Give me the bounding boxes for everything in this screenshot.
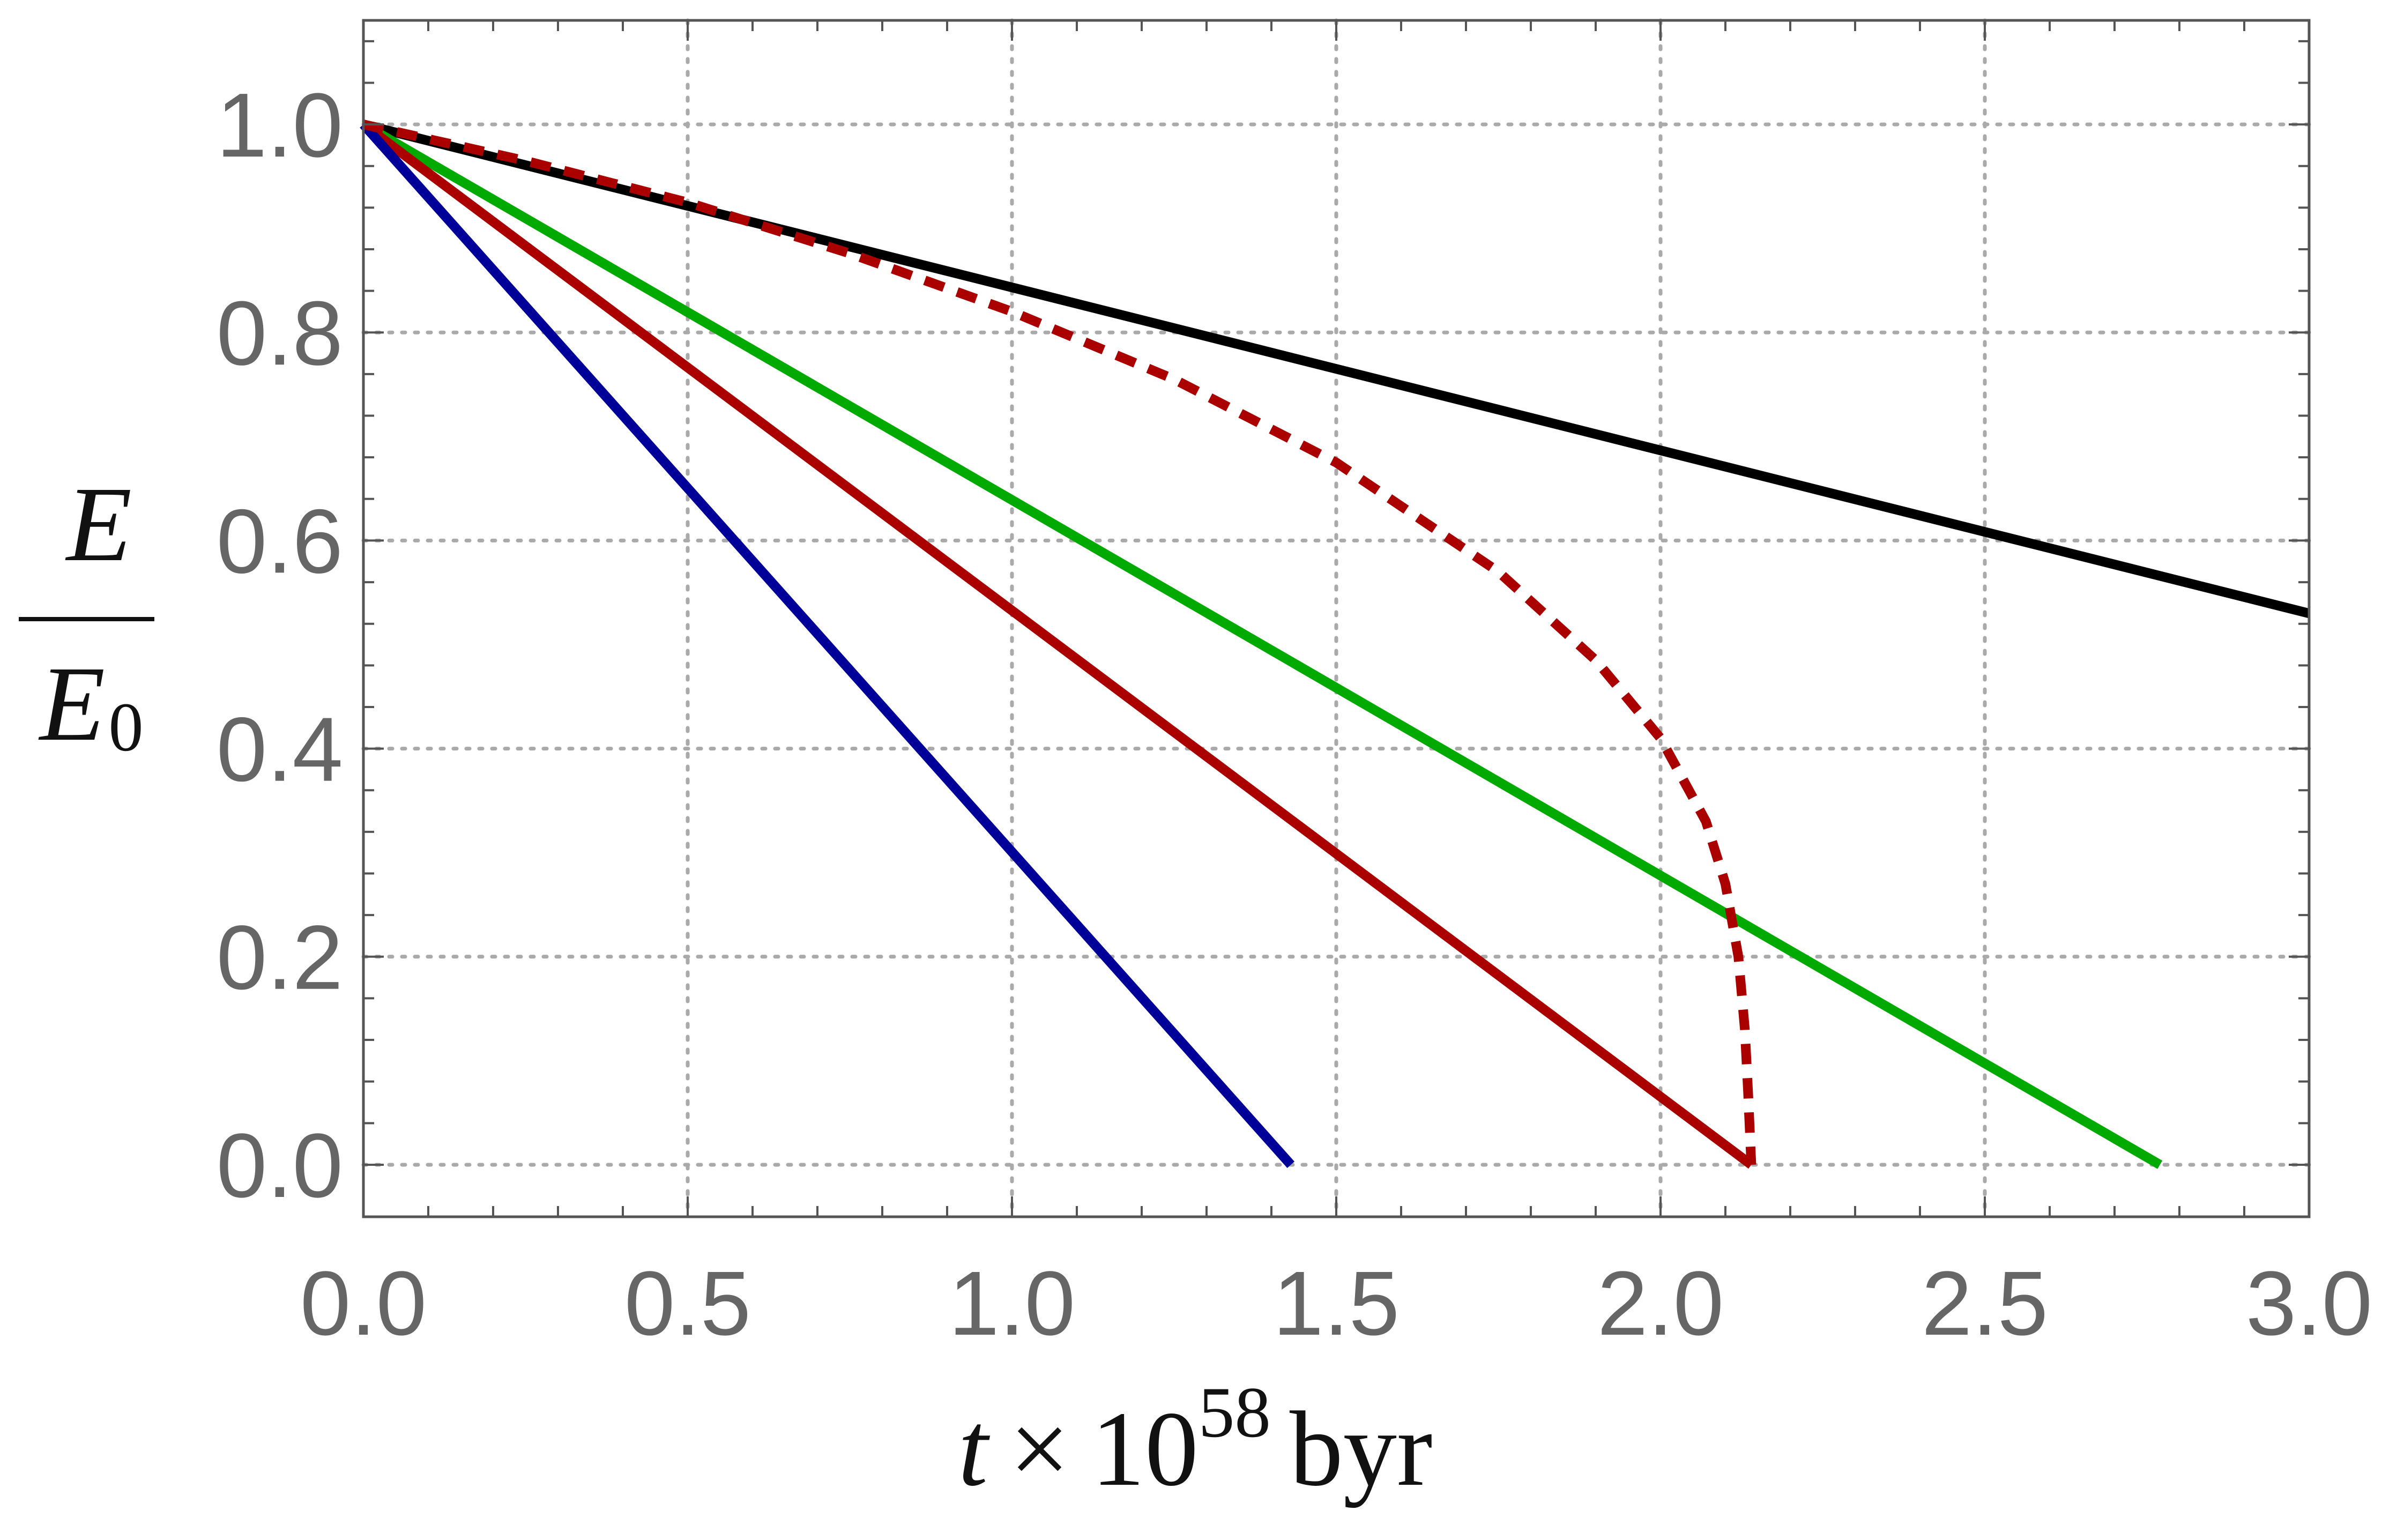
x-tick-label: 2.0 <box>1597 1253 1724 1355</box>
y-axis-label: E E 0 <box>19 465 154 766</box>
grid-layer <box>361 18 2311 1219</box>
series-line <box>360 121 1295 1168</box>
y-tick-label: 0.0 <box>217 1115 343 1217</box>
y-axis-label-numerator: E <box>65 465 132 584</box>
series-layer <box>360 120 2311 1169</box>
y-axis-label-denominator-subscript: 0 <box>109 689 144 766</box>
y-tick-label: 0.2 <box>217 907 343 1009</box>
x-tick-label: 2.5 <box>1922 1253 2048 1355</box>
y-axis-label-denominator: E <box>38 645 105 763</box>
y-tick-label: 0.6 <box>217 490 343 592</box>
x-tick-label: 1.5 <box>1273 1253 1400 1355</box>
x-axis-label-base: 10 <box>1091 1390 1199 1508</box>
x-axis-label-exponent: 58 <box>1199 1373 1271 1453</box>
y-tick-label: 0.4 <box>217 699 343 801</box>
x-tick-label: 1.0 <box>949 1253 1075 1355</box>
series-line-dashed <box>362 120 1756 1165</box>
x-tick-label: 0.0 <box>300 1253 427 1355</box>
x-axis-label-unit: byr <box>1290 1390 1433 1508</box>
series-line <box>360 120 1754 1169</box>
x-axis-label-variable: t <box>958 1390 991 1508</box>
x-tick-label: 0.5 <box>624 1253 751 1355</box>
x-axis-label-times: × <box>1009 1390 1070 1508</box>
series-line <box>361 120 2163 1169</box>
tick-layer: 0.0 0.5 1.0 1.5 2.0 2.5 3.0 0.0 0.2 0.4 0.6 0.8 1.0 <box>217 20 2372 1355</box>
y-tick-label: 0.8 <box>217 282 343 384</box>
y-tick-label: 1.0 <box>217 75 343 176</box>
x-tick-label: 3.0 <box>2246 1253 2372 1355</box>
series-line <box>362 120 2311 619</box>
x-axis-label: t × 1058 byr <box>958 1373 1433 1508</box>
